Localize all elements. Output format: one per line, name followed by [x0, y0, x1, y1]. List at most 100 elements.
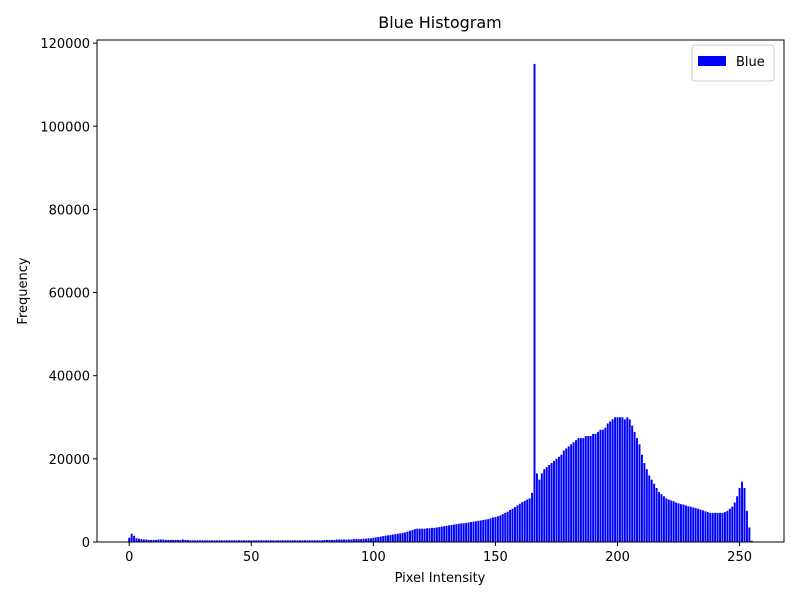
bar — [418, 528, 421, 542]
x-axis-label: Pixel Intensity — [395, 571, 486, 586]
bar — [291, 540, 294, 542]
bar — [130, 533, 133, 542]
bar — [289, 540, 292, 542]
bar — [128, 537, 131, 542]
bar — [362, 538, 365, 542]
bar — [745, 510, 748, 542]
bar — [741, 481, 744, 542]
bar — [213, 540, 216, 542]
bar — [435, 527, 438, 542]
bar — [689, 506, 692, 542]
bar — [365, 538, 368, 542]
bar — [501, 514, 504, 542]
bar — [731, 506, 734, 542]
bar — [184, 539, 187, 542]
bar — [682, 504, 685, 542]
bar — [474, 521, 477, 542]
bar — [343, 539, 346, 542]
bar — [389, 534, 392, 542]
bar — [604, 427, 607, 542]
bar — [409, 530, 411, 542]
bar — [255, 540, 258, 542]
bar — [523, 500, 526, 542]
bar — [308, 540, 311, 542]
bar — [230, 540, 233, 542]
bar — [521, 502, 524, 542]
bar — [665, 498, 668, 542]
bar — [472, 521, 475, 542]
bar — [538, 479, 541, 542]
bar — [247, 540, 250, 542]
bar — [294, 540, 297, 542]
bar — [140, 539, 143, 542]
legend-swatch — [698, 56, 726, 66]
bar — [257, 540, 260, 542]
bar — [169, 539, 172, 542]
bar — [484, 519, 487, 542]
bar — [513, 507, 516, 542]
bar — [423, 528, 426, 542]
bar — [455, 524, 458, 542]
bar — [325, 539, 328, 542]
bar — [137, 538, 140, 542]
bar — [570, 444, 573, 542]
bar — [562, 450, 565, 542]
bar — [147, 539, 150, 542]
bar — [743, 487, 746, 542]
bar — [448, 525, 451, 542]
bar — [560, 454, 563, 542]
bar — [535, 473, 538, 542]
bar — [470, 522, 472, 542]
bar — [269, 540, 272, 542]
bar — [142, 539, 145, 542]
bar — [235, 540, 238, 542]
bar — [479, 520, 482, 542]
bar — [697, 508, 700, 542]
bar — [406, 531, 409, 542]
bar — [167, 539, 170, 542]
y-axis-label: Frequency — [16, 257, 31, 324]
x-tick-label: 50 — [243, 550, 260, 565]
bar — [550, 463, 553, 542]
bar — [597, 431, 599, 542]
bar — [299, 540, 302, 542]
bar — [545, 467, 548, 542]
bar — [335, 539, 338, 542]
bar — [589, 435, 592, 542]
bar — [245, 540, 248, 542]
bar — [511, 508, 514, 542]
bar — [318, 540, 321, 542]
bar — [662, 496, 665, 542]
bar — [648, 475, 651, 542]
bar — [609, 421, 612, 542]
bar — [179, 539, 182, 542]
bar — [399, 533, 402, 542]
bar — [692, 507, 695, 542]
bar — [616, 417, 619, 542]
bar — [636, 438, 639, 542]
bar — [587, 435, 590, 542]
bar — [338, 539, 341, 542]
bar — [340, 539, 343, 542]
bar — [333, 539, 336, 542]
bar — [701, 510, 704, 542]
bar — [658, 492, 660, 542]
bar — [277, 540, 280, 542]
bar — [272, 540, 275, 542]
bar — [496, 516, 499, 542]
bar — [626, 417, 629, 542]
bar — [306, 540, 309, 542]
y-tick-label: 40000 — [49, 370, 90, 385]
bar — [218, 540, 221, 542]
bar — [687, 506, 690, 542]
bar — [216, 540, 219, 542]
bar — [531, 492, 534, 542]
bar — [504, 512, 507, 542]
bar — [191, 540, 194, 542]
bar — [242, 540, 245, 542]
bar — [328, 539, 331, 542]
bar — [518, 503, 521, 542]
bar — [262, 540, 265, 542]
bar — [172, 539, 175, 542]
bar — [611, 419, 614, 542]
